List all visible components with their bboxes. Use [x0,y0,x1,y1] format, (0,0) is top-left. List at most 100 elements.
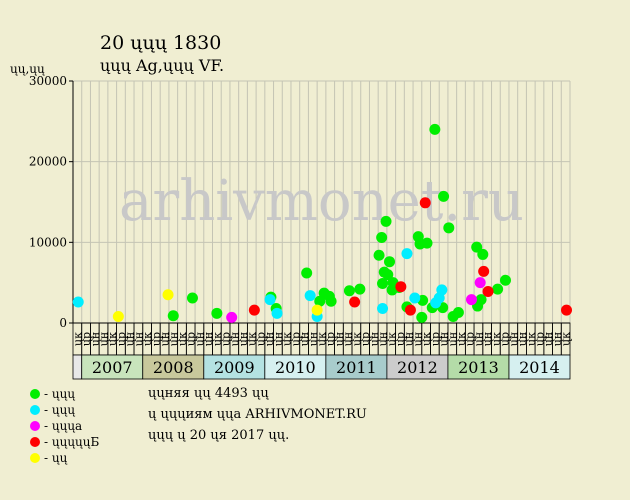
legend-dot-icon [30,405,40,415]
year-band [508,354,571,380]
quarter-label: ųр [324,332,337,346]
legend-dot-icon [30,421,40,431]
plot-area [73,81,570,323]
year-label: 2013 [458,358,499,377]
year-band [386,354,449,380]
data-point-cyan [304,290,316,302]
year-label: 2007 [92,358,133,377]
quarter-label: ųк [385,332,398,346]
quarter-label: ųн [124,332,137,346]
year-label: 2009 [214,358,255,377]
quarter-label: ųн [98,332,111,346]
quarter-label: ųн [263,332,276,346]
data-point-green [376,231,388,243]
data-point-green [499,274,511,286]
quarter-label: ųк [176,332,189,346]
quarter-label: ųр [150,332,163,346]
data-point-green [373,249,385,261]
quarter-label: ųр [499,332,512,346]
data-point-green [477,248,489,260]
quarter-label: ųр [359,332,372,346]
data-point-cyan [377,302,389,314]
data-point-green [421,237,433,249]
data-point-cyan [436,284,448,296]
data-point-red [248,304,260,316]
y-tick-label: 10000 [29,235,67,249]
quarter-label: ųн [507,332,520,346]
legend: - ųųų - ųųų - ųųųa - ųųųųųБ - ųų [30,386,99,466]
data-point-green [325,295,337,307]
year-band [325,354,388,380]
legend-label: - ųųų [44,387,76,401]
data-point-green [301,267,313,279]
data-point-red [404,304,416,316]
year-band-spacer [72,354,83,380]
quarter-label: ųк [455,332,468,346]
year-band [142,354,205,380]
legend-label: - ųų [44,451,68,465]
info-average: ųųняя ųų 4493 ųų [148,386,269,401]
legend-item: - ųųųa [30,418,99,434]
year-band [264,354,327,380]
data-point-magenta [474,277,486,289]
data-point-red [395,281,407,293]
data-point-green [452,307,464,319]
data-point-green [471,241,483,253]
quarter-label: ųн [167,332,180,346]
year-band [203,354,266,380]
legend-item: - ųųų [30,386,99,402]
legend-item: - ųųųųųБ [30,434,99,450]
year-label: 2014 [519,358,560,377]
quarter-label: ųк [71,332,84,346]
legend-item: - ųųų [30,402,99,418]
watermark: arhivmonet.ru [119,169,524,234]
quarter-label: ųн [298,332,311,346]
y-tick-label: 30000 [29,74,67,88]
data-point-green [384,256,396,268]
quarter-label: ųн [551,332,564,346]
data-point-red [419,197,431,209]
data-point-green [475,294,487,306]
year-label: 2011 [336,358,377,377]
data-point-green [492,283,504,295]
quarter-label: ųк [316,332,329,346]
data-point-yellow [112,311,124,323]
data-point-green [211,307,223,319]
year-label: 2012 [397,358,438,377]
quarter-label: ųр [115,332,128,346]
quarter-label: ųк [246,332,259,346]
quarter-label: ųн [307,332,320,346]
quarter-label: ųк [106,332,119,346]
data-point-green [186,292,198,304]
data-point-green [429,123,441,135]
chart-subtitle: ųųų Ag,ųųų VF. [100,56,225,75]
quarter-label: ųк [211,332,224,346]
quarter-label: ųр [254,332,267,346]
legend-dot-icon [30,389,40,399]
legend-dot-icon [30,453,40,463]
quarter-label: ųк [141,332,154,346]
data-point-green [354,283,366,295]
info-source: ų ųųųиям ųųa ARHIVMONET.RU [148,407,367,422]
data-point-red [482,286,494,298]
quarter-label: ųн [377,332,390,346]
legend-label: - ųųųųųБ [44,435,100,449]
data-point-magenta [226,311,238,323]
year-label: 2010 [275,358,316,377]
data-point-red [561,304,573,316]
quarter-label: ųн [368,332,381,346]
quarter-label: ųн [472,332,485,346]
quarter-label: ųн [89,332,102,346]
quarter-label: ųн [516,332,529,346]
quarter-label: ųр [429,332,442,346]
legend-item: - ųų [30,450,99,466]
data-point-cyan [72,296,84,308]
data-point-green [314,295,326,307]
quarter-label: ųр [185,332,198,346]
year-band [447,354,510,380]
legend-dot-icon [30,437,40,447]
data-point-green [377,277,389,289]
quarter-label: ųн [132,332,145,346]
y-tick-label: 0 [59,316,67,330]
